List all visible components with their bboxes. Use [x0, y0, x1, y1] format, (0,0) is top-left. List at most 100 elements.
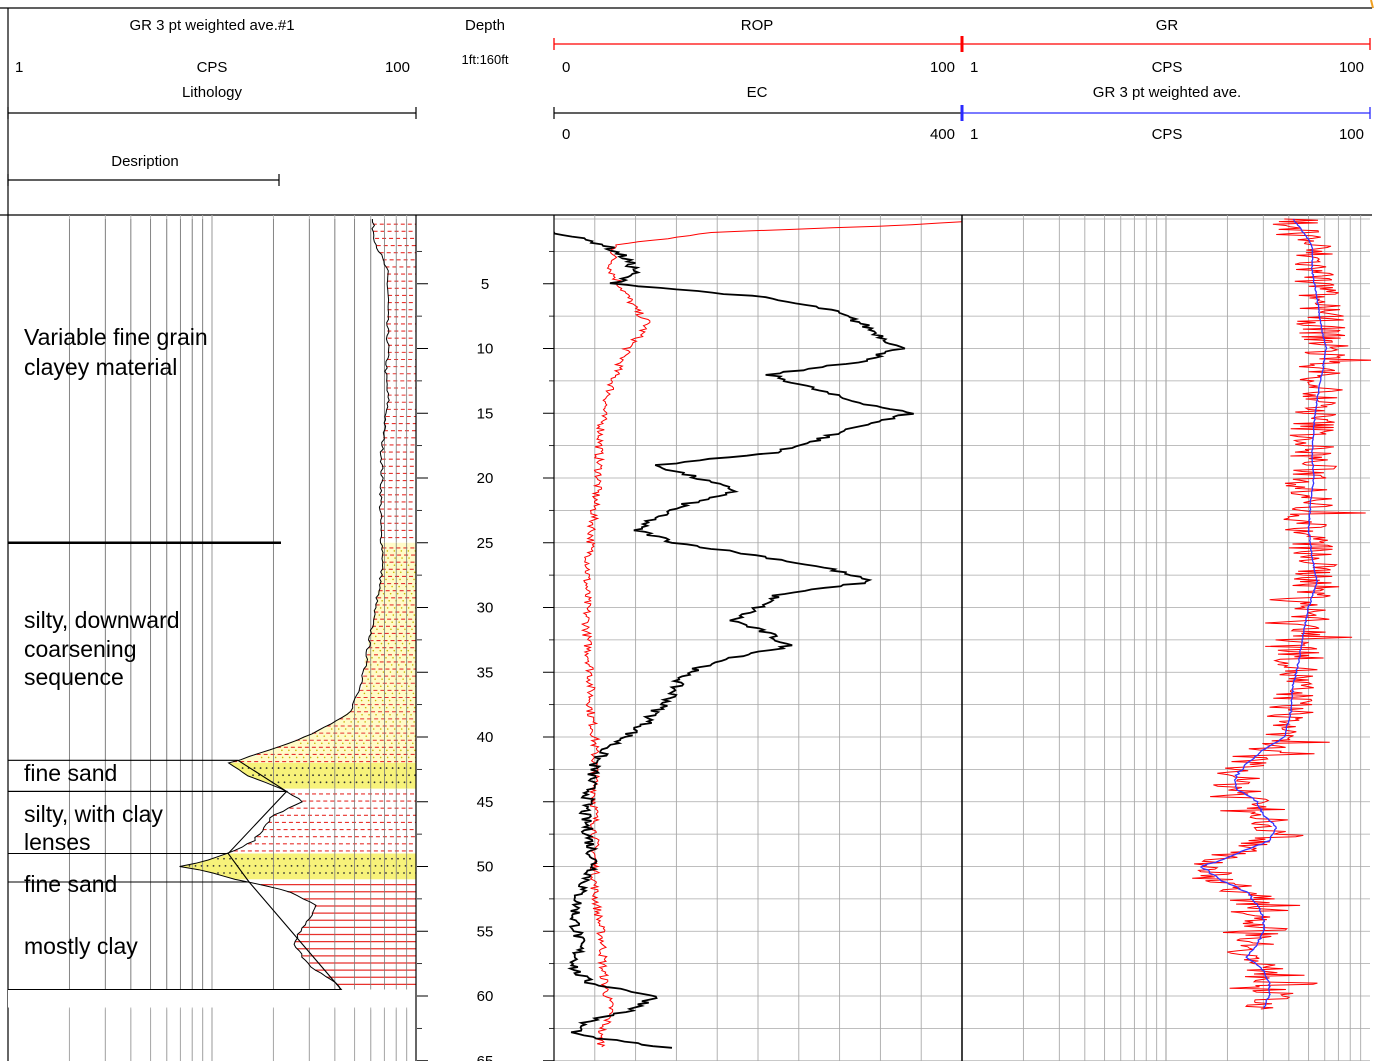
gr-min: 1: [970, 59, 978, 76]
sand-dot: [343, 857, 345, 860]
sand-dot: [295, 781, 298, 784]
silt-dot: [302, 749, 304, 752]
silt-dot: [392, 721, 394, 723]
silt-dot: [406, 706, 409, 709]
silt-dot: [382, 713, 384, 716]
silt-dot: [344, 728, 347, 730]
silt-dot: [388, 678, 390, 680]
sand-dot: [402, 774, 404, 777]
silt-dot: [323, 749, 325, 752]
silt-dot: [388, 635, 391, 638]
silt-dot: [413, 578, 415, 581]
silt-dot: [389, 713, 391, 716]
silt-dot: [362, 742, 365, 745]
silt-dot: [313, 742, 316, 745]
sand-dot: [200, 864, 203, 867]
silt-dot: [378, 721, 380, 723]
silt-dot: [384, 692, 387, 695]
silt-dot: [351, 749, 353, 752]
description-text: mostly clay: [24, 933, 138, 959]
sand-dot: [235, 872, 237, 874]
silt-dot: [396, 713, 398, 716]
rop-title: ROP: [741, 17, 774, 34]
silt-dot: [402, 678, 404, 680]
sand-dot: [295, 872, 297, 874]
silt-dot: [393, 735, 396, 737]
sand-dot: [325, 857, 327, 860]
silt-dot: [374, 678, 376, 680]
sand-dot: [343, 767, 346, 769]
sand-dot: [283, 872, 285, 874]
silt-dot: [399, 706, 402, 709]
sand-dot: [408, 774, 410, 777]
silt-dot: [355, 742, 358, 745]
silt-dot: [393, 756, 396, 759]
sand-dot: [332, 864, 335, 867]
sand-dot: [319, 767, 322, 769]
sand-dot: [326, 864, 329, 867]
silt-dot: [397, 742, 400, 745]
silt-dot: [379, 728, 382, 730]
depth-tick-label: 10: [477, 341, 494, 358]
silt-dot: [392, 706, 395, 709]
sand-dot: [355, 857, 357, 860]
sand-dot: [397, 781, 400, 784]
silt-dot: [410, 592, 413, 595]
sand-dot: [271, 872, 273, 874]
sand-dot: [409, 857, 411, 860]
lith-curve-title: GR 3 pt weighted ave.#1: [129, 17, 294, 34]
sand-dot: [254, 864, 257, 867]
silt-dot: [396, 592, 399, 595]
sand-dot: [212, 864, 215, 867]
silt-dot: [381, 635, 384, 638]
silt-dot: [372, 749, 374, 752]
sand-dot: [313, 872, 315, 874]
silt-dot: [364, 706, 367, 709]
silt-dot: [358, 749, 360, 752]
silt-dot: [341, 742, 344, 745]
description-text: fine sand: [24, 871, 117, 897]
silt-dot: [399, 614, 402, 616]
sand-dot: [379, 872, 381, 874]
sand-dot: [367, 857, 369, 860]
silt-dot: [399, 721, 401, 723]
sand-dot: [390, 774, 392, 777]
grw-unit: CPS: [1152, 126, 1183, 143]
rop-max: 100: [930, 59, 955, 76]
silt-dot: [385, 656, 387, 659]
silt-dot: [309, 756, 312, 759]
depth-track: 5 10 15 20 25 30 35 40 45 50 55 60 65: [417, 250, 554, 1061]
silt-dot: [413, 571, 416, 574]
sand-dot: [306, 774, 308, 777]
silt-dot: [391, 585, 393, 588]
sand-dot: [259, 857, 261, 860]
sand-dot: [373, 781, 376, 784]
silt-dot: [386, 607, 389, 609]
sand-dot: [361, 767, 364, 769]
silt-dot: [379, 649, 382, 652]
silt-dot: [365, 735, 368, 737]
sand-dot: [367, 781, 370, 784]
sand-dot: [355, 872, 357, 874]
sand-dot: [362, 864, 365, 867]
silt-dot: [399, 656, 401, 659]
sand-dot: [349, 857, 351, 860]
silt-dot: [397, 664, 400, 666]
silt-dot: [343, 721, 345, 723]
sand-dot: [331, 857, 333, 860]
silt-dot: [392, 614, 395, 616]
sand-dot: [217, 872, 219, 874]
sand-dot: [380, 864, 383, 867]
lith-scale-min: 1: [15, 59, 23, 76]
silt-dot: [299, 742, 302, 745]
sand-dot: [224, 864, 227, 867]
sand-dot: [403, 872, 405, 874]
sand-dot: [282, 774, 284, 777]
silt-dot: [393, 685, 396, 688]
silt-dot: [402, 599, 404, 602]
sand-dot: [366, 774, 368, 777]
gr-weighted-curve: [1199, 218, 1328, 1009]
silt-dot: [368, 671, 371, 673]
silt-dot: [381, 678, 383, 680]
